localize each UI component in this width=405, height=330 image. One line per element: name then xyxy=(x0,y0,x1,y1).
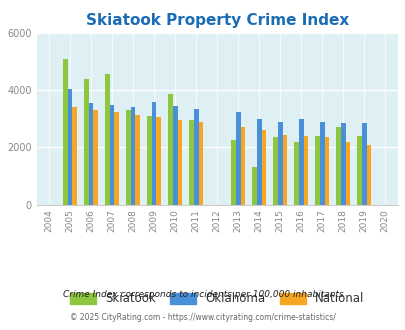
Bar xyxy=(252,167,256,205)
Bar xyxy=(114,112,119,205)
Text: © 2025 CityRating.com - https://www.cityrating.com/crime-statistics/: © 2025 CityRating.com - https://www.city… xyxy=(70,313,335,322)
Bar xyxy=(151,102,156,205)
Bar xyxy=(126,110,130,205)
Bar xyxy=(135,115,140,205)
Bar xyxy=(72,107,77,205)
Bar xyxy=(273,137,277,205)
Legend: Skiatook, Oklahoma, National: Skiatook, Oklahoma, National xyxy=(65,288,369,310)
Bar xyxy=(156,117,161,205)
Bar xyxy=(194,109,198,205)
Bar xyxy=(366,145,370,205)
Bar xyxy=(110,105,114,205)
Text: Crime Index corresponds to incidents per 100,000 inhabitants: Crime Index corresponds to incidents per… xyxy=(62,290,343,299)
Bar xyxy=(324,137,328,205)
Bar xyxy=(231,140,235,205)
Bar xyxy=(340,123,345,205)
Bar xyxy=(315,136,319,205)
Bar xyxy=(68,89,72,205)
Bar xyxy=(198,122,202,205)
Bar xyxy=(63,59,68,205)
Bar xyxy=(89,103,93,205)
Bar xyxy=(356,136,361,205)
Bar xyxy=(173,106,177,205)
Title: Skiatook Property Crime Index: Skiatook Property Crime Index xyxy=(85,13,348,28)
Bar xyxy=(261,130,266,205)
Bar xyxy=(294,142,298,205)
Bar xyxy=(335,127,340,205)
Bar xyxy=(235,112,240,205)
Bar xyxy=(240,127,245,205)
Bar xyxy=(189,120,194,205)
Bar xyxy=(177,120,182,205)
Bar xyxy=(277,122,282,205)
Bar xyxy=(303,136,307,205)
Bar xyxy=(84,79,89,205)
Bar xyxy=(130,107,135,205)
Bar xyxy=(105,75,110,205)
Bar xyxy=(256,119,261,205)
Bar xyxy=(168,94,173,205)
Bar xyxy=(361,123,366,205)
Bar xyxy=(93,110,98,205)
Bar xyxy=(147,116,151,205)
Bar xyxy=(345,142,350,205)
Bar xyxy=(282,135,286,205)
Bar xyxy=(298,119,303,205)
Bar xyxy=(319,122,324,205)
